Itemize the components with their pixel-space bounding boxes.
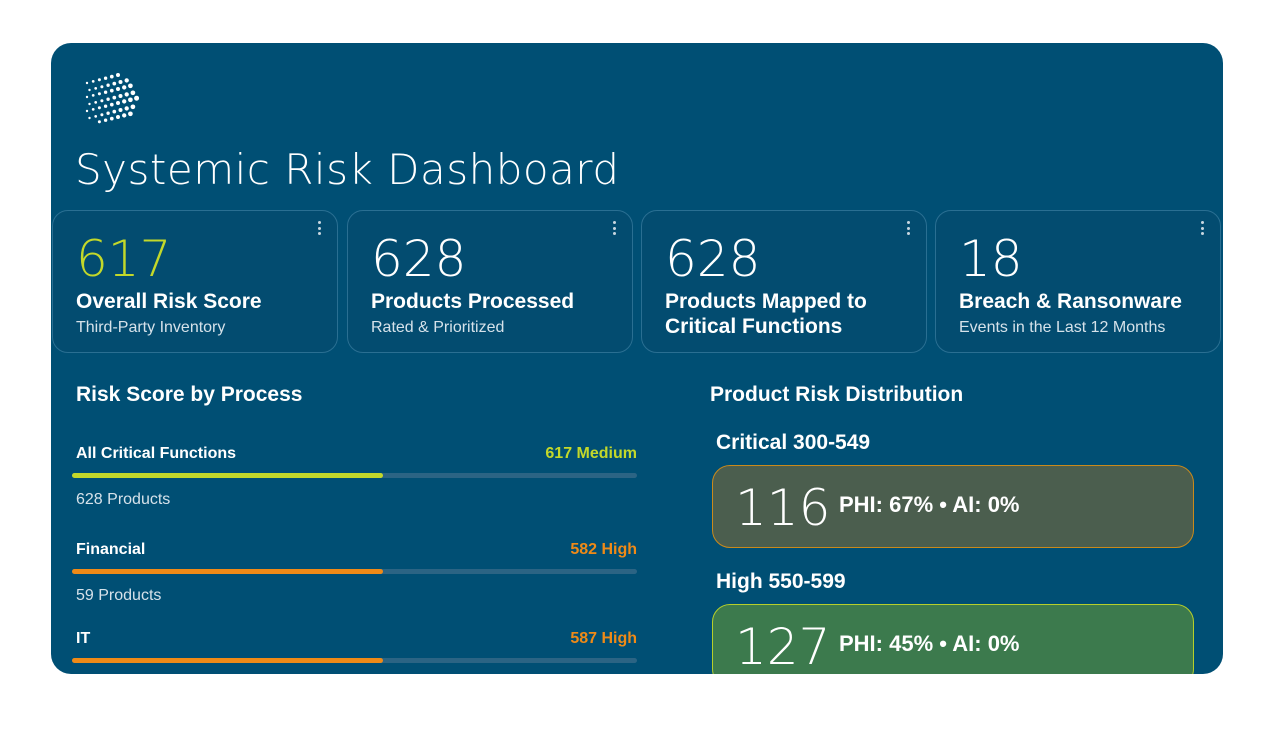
- process-name: All Critical Functions: [76, 445, 237, 462]
- logo-dot: [128, 97, 133, 103]
- logo-dot: [91, 80, 95, 83]
- page-title: Systemic Risk Dashboard: [75, 145, 620, 194]
- distribution-card-critical[interactable]: 116 PHI: 67% • AI: 0%: [712, 465, 1194, 548]
- logo-dot: [109, 88, 114, 93]
- globe-logo-icon: [85, 72, 139, 124]
- logo-dot: [118, 107, 123, 113]
- kebab-menu-icon[interactable]: [313, 221, 325, 235]
- logo-dot: [103, 90, 108, 94]
- kpi-subtitle: Events in the Last 12 Months: [959, 319, 1166, 336]
- logo-dot: [134, 95, 139, 101]
- logo-dot: [97, 106, 101, 110]
- progress-track: [72, 658, 637, 663]
- dashboard-panel: Systemic Risk Dashboard 617 Overall Risk…: [51, 43, 1223, 674]
- logo-dot: [112, 81, 117, 86]
- progress-fill: [72, 658, 383, 663]
- logo-dot: [88, 88, 91, 92]
- logo-dot: [112, 95, 117, 100]
- distribution-count: 127: [735, 618, 831, 674]
- logo-dot: [103, 104, 108, 108]
- logo-dot: [109, 74, 114, 79]
- process-count: 59 Products: [76, 587, 162, 604]
- logo-dot: [115, 114, 121, 120]
- logo-dot: [103, 118, 108, 122]
- logo-dot: [91, 108, 95, 111]
- process-score: 587 High: [570, 630, 637, 647]
- kebab-menu-icon[interactable]: [608, 221, 620, 235]
- progress-fill: [72, 569, 383, 574]
- logo-dot: [128, 83, 133, 89]
- logo-dot: [106, 111, 110, 115]
- kpi-label: Products Mapped to Critical Functions: [665, 290, 867, 338]
- kpi-subtitle: Rated & Prioritized: [371, 319, 505, 336]
- logo-dot: [124, 92, 129, 97]
- logo-dot: [115, 72, 121, 78]
- logo-dot: [100, 113, 104, 117]
- logo-dot: [85, 95, 89, 99]
- logo-dot: [109, 102, 114, 107]
- kebab-menu-icon[interactable]: [1196, 221, 1208, 235]
- logo-dot: [97, 78, 101, 82]
- logo-dot: [109, 116, 114, 121]
- progress-track: [72, 569, 637, 574]
- distribution-heading-critical: Critical 300-549: [716, 431, 871, 454]
- logo-dot: [115, 86, 121, 92]
- distribution-meta: PHI: 45% • AI: 0%: [839, 631, 1020, 656]
- process-name: IT: [76, 630, 91, 647]
- kpi-card-products-mapped[interactable]: 628 Products Mapped to Critical Function…: [641, 210, 927, 353]
- logo-dot: [100, 85, 104, 89]
- logo-dot: [130, 104, 136, 110]
- logo-dot: [97, 92, 101, 96]
- logo-dot: [85, 81, 89, 85]
- kpi-label: Overall Risk Score: [76, 290, 262, 313]
- logo-dot: [122, 85, 127, 90]
- logo-dot: [91, 94, 95, 97]
- logo-dot: [94, 101, 98, 104]
- kebab-menu-icon[interactable]: [902, 221, 914, 235]
- logo-dot: [100, 99, 104, 103]
- distribution-meta: PHI: 67% • AI: 0%: [839, 492, 1020, 517]
- progress-track: [72, 473, 637, 478]
- logo-dot: [106, 83, 110, 87]
- logo-dot: [88, 116, 91, 120]
- process-name: Financial: [76, 541, 146, 558]
- distribution-card-high[interactable]: 127 PHI: 45% • AI: 0%: [712, 604, 1194, 674]
- logo-dot: [94, 87, 98, 90]
- logo-dot: [122, 113, 127, 118]
- logo-dot: [124, 106, 129, 111]
- logo-dot: [88, 102, 91, 106]
- process-count: 628 Products: [76, 491, 171, 508]
- kpi-subtitle: Third-Party Inventory: [76, 319, 226, 336]
- kpi-label: Breach & Ransonware: [959, 290, 1182, 313]
- kpi-value: 628: [371, 230, 467, 288]
- logo-dot: [97, 120, 101, 124]
- logo-dot: [122, 99, 127, 104]
- kpi-card-breach-events[interactable]: 18 Breach & Ransonware Events in the Las…: [935, 210, 1221, 353]
- logo-dot: [115, 100, 121, 106]
- kpi-value: 617: [76, 230, 172, 288]
- process-score: 582 High: [570, 541, 637, 558]
- product-risk-distribution-title: Product Risk Distribution: [710, 383, 964, 406]
- logo-dot: [85, 109, 89, 113]
- kpi-card-overall-risk[interactable]: 617 Overall Risk Score Third-Party Inven…: [52, 210, 338, 353]
- logo-dot: [128, 111, 133, 117]
- progress-fill: [72, 473, 383, 478]
- kpi-value: 628: [665, 230, 761, 288]
- logo-dot: [94, 115, 98, 118]
- risk-by-process-title: Risk Score by Process: [76, 383, 303, 406]
- process-score: 617 Medium: [545, 445, 637, 462]
- logo-dot: [118, 93, 123, 99]
- kpi-value: 18: [959, 230, 1023, 288]
- logo-dot: [118, 79, 123, 85]
- kpi-cards: 617 Overall Risk Score Third-Party Inven…: [52, 210, 1223, 355]
- kpi-card-products-processed[interactable]: 628 Products Processed Rated & Prioritiz…: [347, 210, 633, 353]
- distribution-count: 116: [735, 479, 831, 537]
- logo-dot: [124, 78, 129, 83]
- kpi-label: Products Processed: [371, 290, 575, 313]
- logo-dot: [112, 109, 117, 114]
- logo-dot: [106, 97, 110, 101]
- logo-dot: [103, 76, 108, 80]
- logo-dot: [130, 90, 136, 96]
- distribution-heading-high: High 550-599: [716, 570, 846, 593]
